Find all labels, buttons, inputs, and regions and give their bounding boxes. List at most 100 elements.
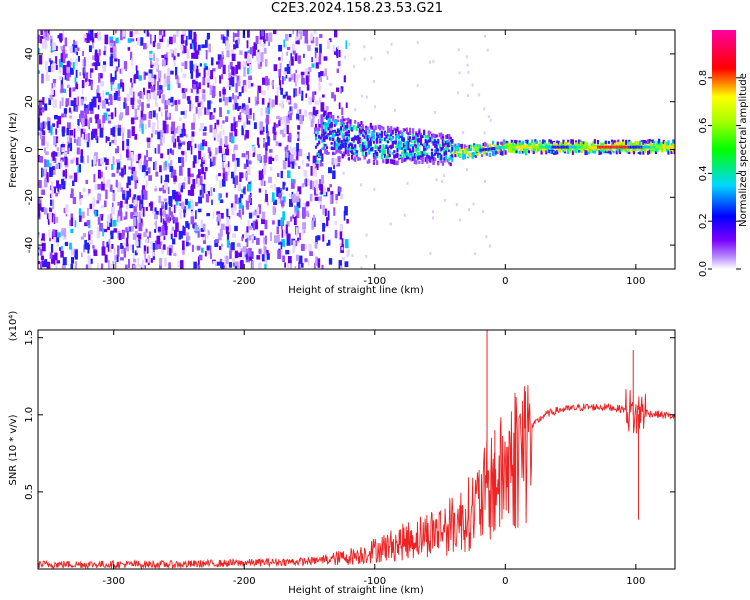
heatmap-cell	[133, 199, 138, 205]
heatmap-cell	[347, 147, 349, 157]
heatmap-cell	[615, 150, 618, 155]
heatmap-cell	[40, 106, 45, 113]
heatmap-cell	[407, 153, 410, 157]
heatmap-cell	[360, 129, 363, 135]
heatmap-cell	[360, 266, 363, 269]
heatmap-cell	[326, 75, 329, 80]
heatmap-cell	[73, 39, 76, 48]
heatmap-cell	[159, 30, 163, 36]
heatmap-cell	[145, 207, 148, 211]
heatmap-cell	[337, 156, 341, 163]
heatmap-cell	[427, 156, 430, 159]
heatmap-cell	[347, 130, 351, 134]
heatmap-cell	[189, 43, 193, 50]
heatmap-cell	[242, 60, 247, 70]
heatmap-cell	[306, 163, 310, 167]
heatmap-cell	[432, 59, 435, 63]
heatmap-cell	[100, 205, 105, 209]
heatmap-cell	[82, 233, 86, 238]
heatmap-cell	[640, 145, 644, 149]
heatmap-cell	[441, 146, 445, 151]
heatmap-cell	[368, 134, 371, 139]
heatmap-cell	[265, 193, 268, 202]
heatmap-cell	[372, 153, 376, 158]
heatmap-cell	[415, 148, 418, 153]
spectrogram-ytick-label: -20	[24, 189, 35, 205]
heatmap-cell	[506, 140, 509, 144]
heatmap-cell	[258, 170, 263, 181]
heatmap-cell	[245, 129, 249, 139]
heatmap-cell	[349, 142, 352, 145]
heatmap-cell	[487, 143, 490, 147]
heatmap-cell	[89, 30, 94, 38]
heatmap-cell	[405, 127, 408, 133]
heatmap-cell	[343, 138, 346, 142]
heatmap-cell	[465, 147, 468, 150]
heatmap-cell	[218, 63, 221, 69]
heatmap-cell	[344, 261, 349, 268]
heatmap-cell	[248, 75, 252, 81]
heatmap-cell	[143, 155, 147, 164]
heatmap-cell	[208, 43, 211, 53]
heatmap-cell	[276, 187, 281, 197]
heatmap-cell	[70, 246, 74, 256]
heatmap-cell	[247, 219, 250, 228]
heatmap-cell	[136, 37, 139, 42]
heatmap-cell	[84, 103, 86, 113]
heatmap-cell	[51, 82, 54, 92]
snr-xtick-label: 100	[626, 576, 645, 587]
heatmap-cell	[221, 50, 224, 58]
heatmap-cell	[266, 124, 268, 134]
heatmap-cell	[206, 229, 209, 239]
heatmap-cell	[81, 118, 86, 128]
heatmap-cell	[79, 71, 82, 76]
heatmap-cell	[344, 140, 347, 144]
heatmap-cell	[195, 81, 198, 89]
heatmap-cell	[152, 242, 156, 250]
heatmap-cell	[385, 132, 388, 135]
heatmap-cell	[426, 154, 429, 158]
heatmap-cell	[143, 173, 146, 179]
heatmap-cell	[39, 99, 42, 108]
heatmap-cell	[104, 45, 107, 52]
heatmap-cell	[448, 142, 451, 148]
heatmap-cell	[579, 145, 582, 149]
heatmap-cell	[249, 108, 252, 115]
heatmap-cell	[262, 169, 264, 179]
heatmap-cell	[333, 158, 338, 165]
heatmap-cell	[309, 33, 313, 41]
heatmap-cell	[80, 98, 84, 106]
heatmap-cell	[233, 116, 236, 127]
heatmap-cell	[333, 134, 336, 137]
heatmap-cell	[396, 147, 399, 153]
heatmap-cell	[319, 204, 322, 209]
heatmap-cell	[159, 208, 163, 216]
heatmap-cell	[386, 154, 390, 159]
heatmap-cell	[603, 145, 606, 149]
heatmap-cell	[44, 121, 47, 129]
heatmap-cell	[499, 141, 502, 145]
heatmap-cell	[150, 241, 154, 250]
heatmap-cell	[512, 142, 515, 147]
heatmap-cell	[462, 131, 465, 135]
heatmap-cell	[98, 49, 101, 56]
heatmap-cell	[562, 145, 565, 149]
heatmap-cell	[164, 225, 168, 231]
heatmap-cell	[182, 89, 187, 99]
heatmap-cell	[578, 149, 581, 153]
heatmap-cell	[292, 240, 297, 248]
heatmap-cell	[66, 72, 70, 81]
heatmap-cell	[210, 187, 213, 197]
heatmap-cell	[98, 73, 101, 83]
heatmap-cell	[454, 143, 457, 147]
heatmap-cell	[53, 99, 57, 108]
heatmap-cell	[332, 45, 335, 53]
heatmap-cell	[113, 40, 116, 47]
heatmap-cell	[220, 193, 222, 199]
heatmap-cell	[77, 125, 81, 131]
heatmap-cell	[648, 144, 651, 147]
heatmap-cell	[490, 147, 493, 151]
heatmap-cell	[182, 225, 185, 236]
heatmap-cell	[66, 66, 70, 73]
